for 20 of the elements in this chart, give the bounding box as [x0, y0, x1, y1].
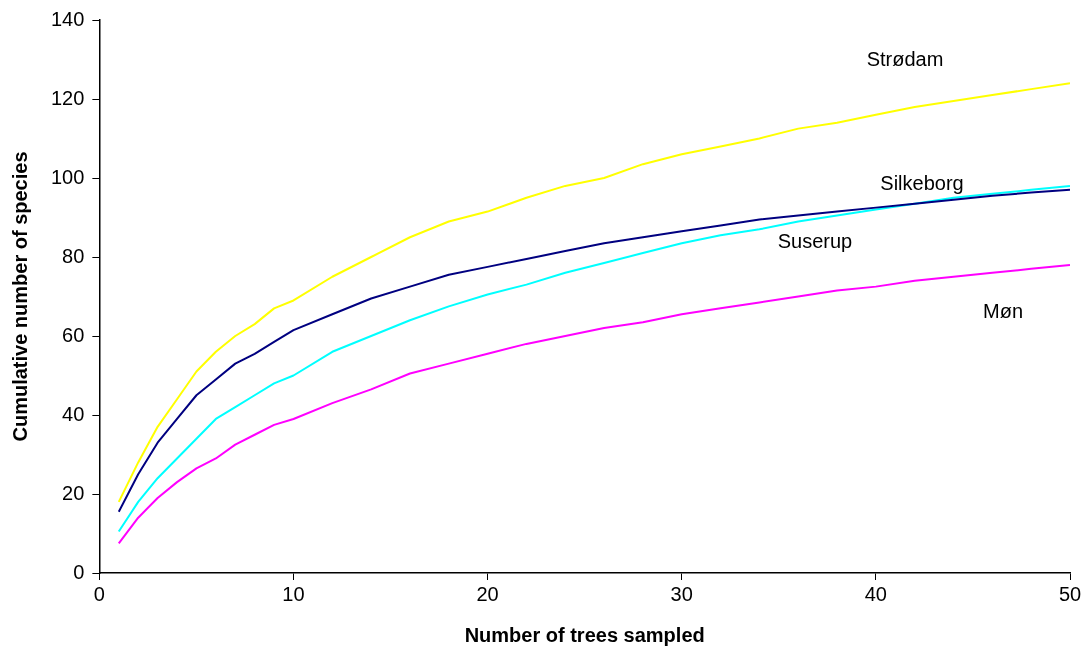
- series-label: Suserup: [777, 229, 853, 252]
- y-tick-label: 120: [50, 86, 85, 109]
- y-tick-label: 0: [73, 560, 85, 583]
- y-tick-label: 60: [62, 323, 85, 346]
- series-label: Silkeborg: [880, 171, 964, 194]
- series-label: Strødam: [866, 47, 944, 70]
- y-axis-title: Cumulative number of species: [8, 151, 31, 442]
- y-tick-label: 140: [50, 7, 85, 30]
- y-tick-label: 20: [62, 481, 85, 504]
- x-tick-label: 30: [670, 582, 693, 605]
- y-tick-label: 40: [62, 402, 85, 425]
- y-tick-label: 80: [62, 244, 85, 267]
- x-tick-label: 50: [1058, 582, 1082, 605]
- x-tick-label: 20: [476, 582, 499, 605]
- x-tick-label: 0: [93, 582, 105, 605]
- x-tick-label: 10: [282, 582, 305, 605]
- x-axis-title: Number of trees sampled: [464, 623, 705, 646]
- series-label: Møn: [983, 299, 1023, 322]
- x-tick-label: 40: [864, 582, 887, 605]
- y-tick-label: 100: [50, 165, 85, 188]
